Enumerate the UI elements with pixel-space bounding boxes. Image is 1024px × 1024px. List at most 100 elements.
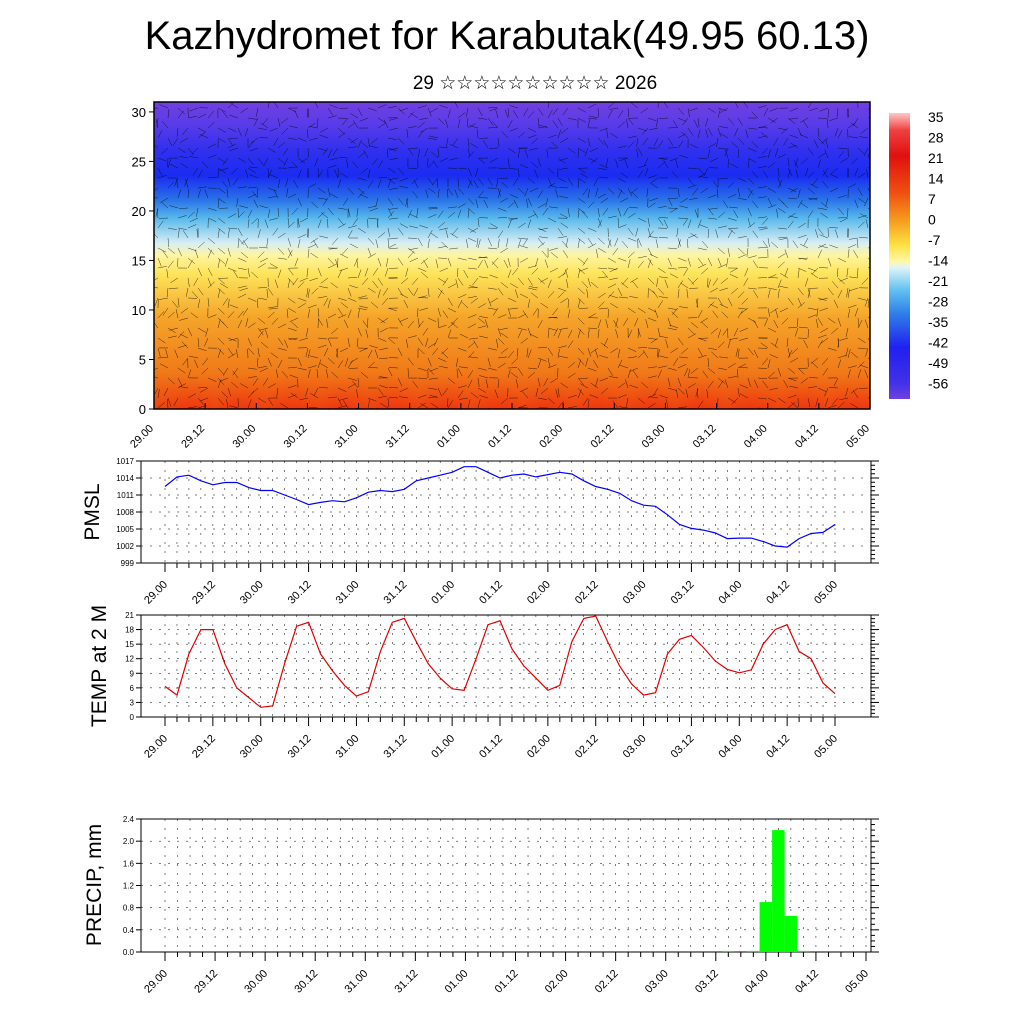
wind-barb [380,317,389,324]
wind-barb [247,219,250,229]
wind-barb [357,107,363,117]
wind-barb [787,197,798,200]
wind-barb [649,197,659,202]
wind-barb [320,212,329,219]
wind-barb [336,349,339,359]
wind-barb [259,205,269,209]
wind-barb [807,314,817,319]
wind-barb [299,277,309,282]
wind-barb [435,259,439,269]
wind-barb [177,247,182,257]
wind-barb [420,257,429,264]
wind-barb [681,131,689,139]
wind-barb [294,257,299,267]
wind-barb [717,211,725,219]
wind-barb [447,109,451,119]
wind-barb [857,197,866,204]
wind-barb [697,400,704,409]
wind-barb [547,397,555,405]
wind-barb [587,243,597,249]
wind-barb [284,339,289,349]
wind-barb [437,210,444,219]
wind-barb [177,377,183,387]
wind-barb [420,403,429,409]
wind-barb [635,227,639,237]
colorbar-label: -14 [928,253,948,269]
wind-barb [487,347,497,351]
wind-barb [581,211,589,219]
wind-barb [760,342,769,349]
wind-barb [527,213,537,219]
wind-barb [546,149,549,159]
wind-barb [487,307,497,310]
wind-barb [549,247,559,251]
wind-barb [507,350,514,359]
wind-barb [793,159,799,169]
wind-barb [647,347,658,349]
wind-barb [217,197,226,204]
wind-barb [300,157,309,163]
wind-barb [267,357,272,367]
wind-barb [617,257,627,262]
wind-barb [577,207,586,214]
wind-barb [617,121,625,129]
wind-barb [737,307,747,310]
wind-barb [787,394,797,399]
wind-barb [305,347,309,357]
wind-barb [167,159,171,169]
wind-barb [500,247,509,254]
wind-barb [311,287,319,295]
wind-barb [697,257,704,266]
wind-barb [204,189,209,199]
wind-barb [205,327,209,337]
wind-barb [387,211,395,219]
wind-barb [675,159,679,169]
wind-barb [427,177,434,186]
wind-barb [467,257,477,261]
wind-barb [467,342,476,349]
wind-barb [719,304,729,309]
wind-barb [467,351,475,359]
wind-barb [334,169,339,179]
wind-barb [717,341,725,349]
wind-barb [669,273,679,279]
wind-barb [827,317,836,324]
wind-barb [187,211,195,219]
wind-barb [647,277,655,285]
wind-barb [657,267,666,274]
wind-barb [472,277,479,286]
wind-barb [217,217,226,224]
wind-barb [800,117,809,123]
wind-barb [577,267,585,275]
wind-barb [247,141,255,149]
wind-barb [547,182,556,189]
wind-barb [734,127,739,137]
wind-barb [602,270,609,279]
wind-barb [652,290,659,299]
wind-barb [467,151,475,159]
wind-barb [457,119,461,129]
wind-barb [157,266,167,269]
wind-barb [610,347,619,354]
wind-barb [227,177,231,187]
pmsl-ytick-label: 1002 [116,542,134,551]
wind-barb [179,317,189,321]
wind-barb [340,172,349,179]
wind-barb [849,276,859,279]
wind-barb [797,367,805,375]
wind-barb [247,267,250,277]
wind-barb [659,335,669,339]
wind-barb [197,189,201,199]
wind-barb [413,179,419,189]
wind-barb [282,147,289,156]
wind-barb [654,309,659,319]
wind-barb [688,287,699,289]
wind-barb [709,207,719,210]
wind-barb [542,250,549,259]
wind-barb [421,271,429,279]
wind-barb [747,255,757,259]
wind-barb [512,267,519,276]
wind-barb [174,177,179,187]
wind-barb [387,337,396,344]
wind-barb [337,127,345,135]
